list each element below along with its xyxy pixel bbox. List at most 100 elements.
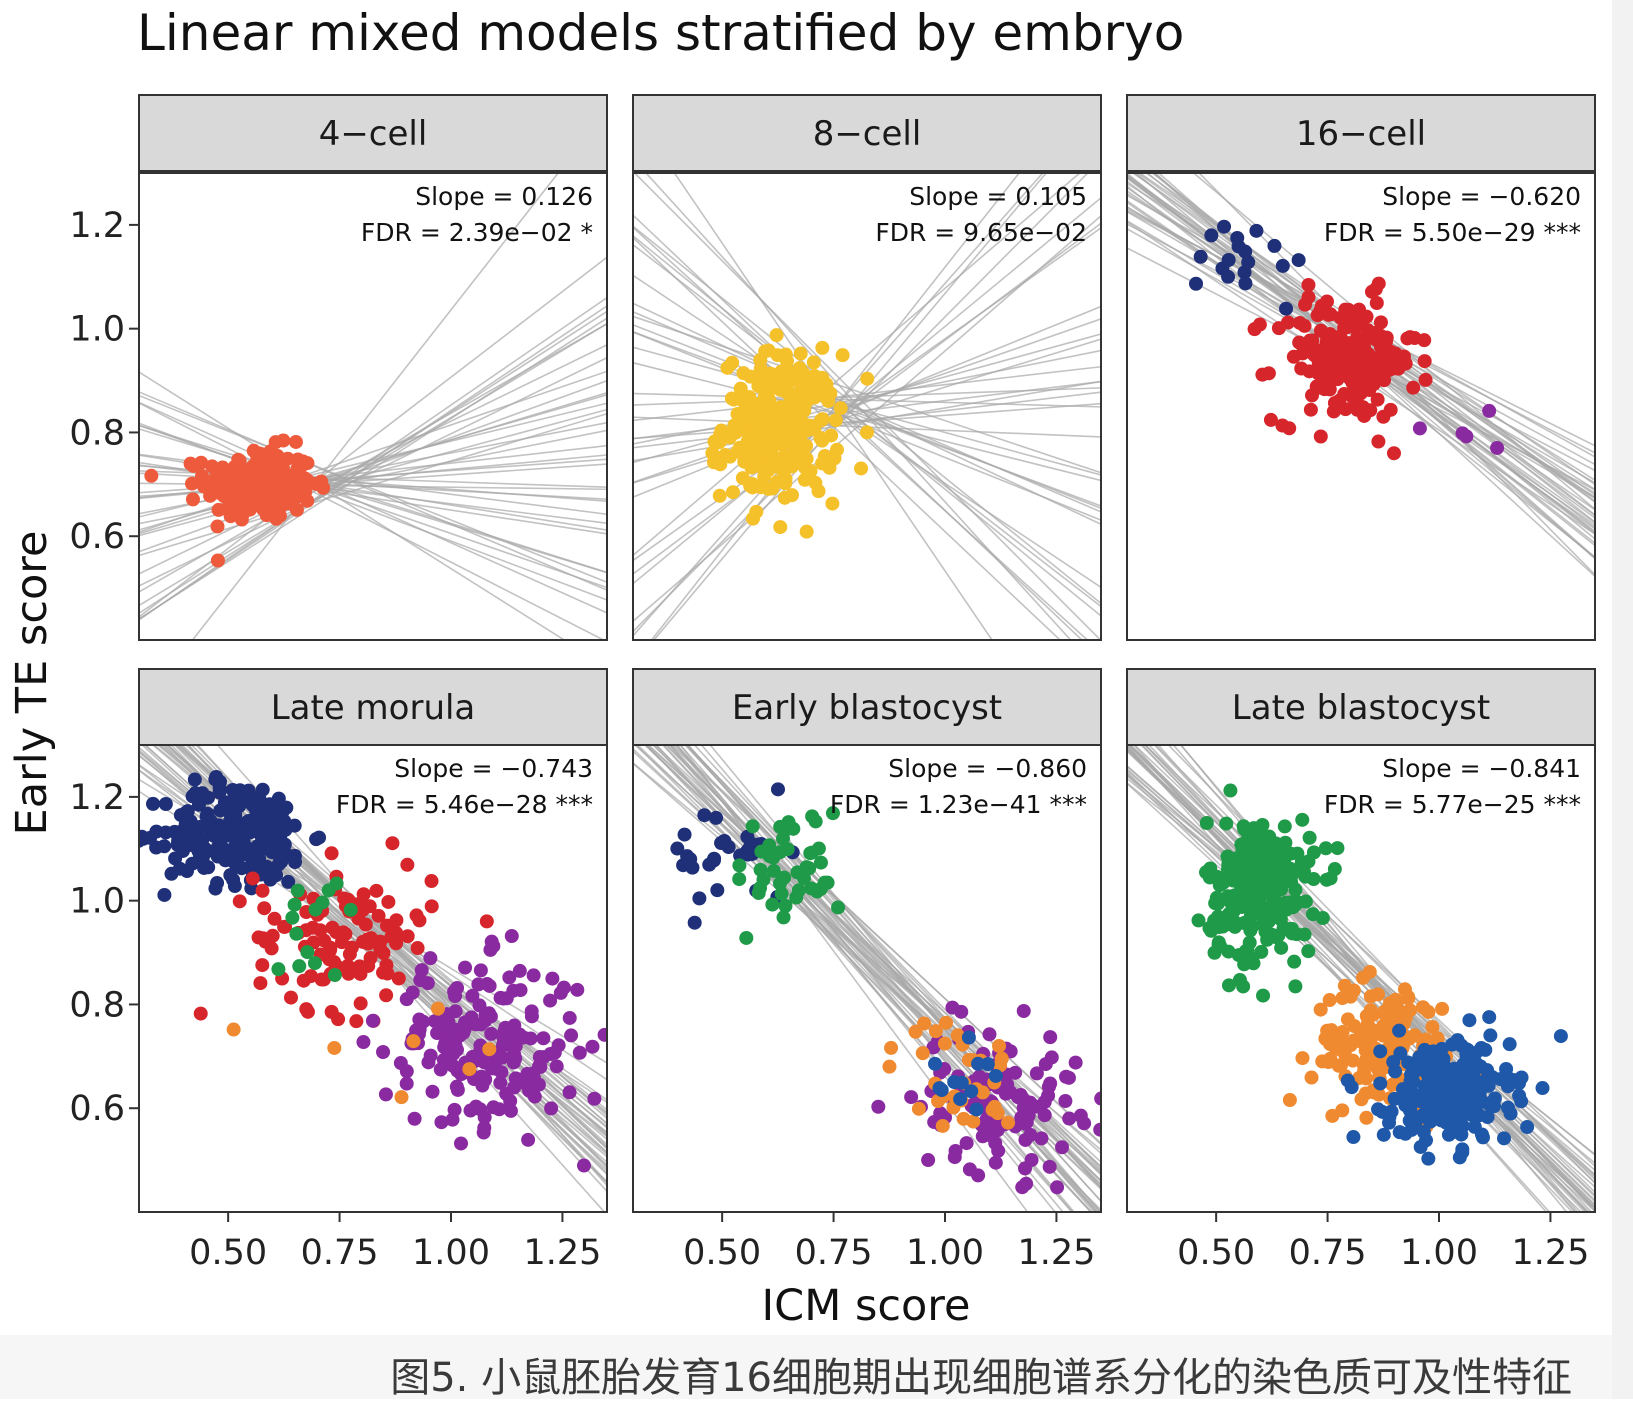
data-point [1241, 865, 1256, 880]
data-point [236, 835, 251, 850]
data-point [793, 346, 808, 361]
data-point [1043, 1076, 1058, 1091]
data-point [971, 1056, 986, 1071]
data-point [1512, 1076, 1527, 1091]
data-point [1209, 869, 1224, 884]
fit-line [633, 197, 1101, 585]
data-point [796, 366, 811, 381]
slope-annotation: Slope = −0.841 [1382, 754, 1581, 783]
data-point [234, 505, 249, 520]
data-point [753, 379, 768, 394]
data-point [1221, 978, 1236, 993]
data-point [562, 1085, 577, 1100]
data-point [119, 820, 133, 834]
data-point [683, 852, 698, 867]
data-point [1215, 919, 1230, 934]
data-point [758, 344, 773, 359]
data-point [300, 1004, 315, 1019]
data-point [808, 814, 823, 829]
data-point [1345, 337, 1360, 352]
data-point [420, 976, 435, 991]
data-point [531, 1077, 546, 1092]
data-point [476, 1074, 491, 1089]
data-point [1292, 315, 1307, 330]
data-point [272, 477, 287, 492]
data-point [512, 963, 527, 978]
data-point [1483, 1028, 1498, 1043]
data-point [424, 899, 439, 914]
data-point [753, 396, 768, 411]
data-point [1346, 1130, 1361, 1145]
data-point [271, 962, 286, 977]
data-point [835, 348, 850, 363]
data-point [860, 371, 875, 386]
data-point [825, 496, 840, 511]
data-point [209, 769, 224, 784]
data-point [503, 1030, 518, 1045]
data-point [939, 1015, 954, 1030]
data-point [1260, 927, 1275, 942]
fit-line [139, 371, 566, 640]
data-point [815, 433, 830, 448]
data-point [1055, 1140, 1070, 1155]
data-point [185, 492, 200, 507]
fit-line [672, 745, 1101, 1145]
data-point [764, 444, 779, 459]
data-point [1302, 830, 1317, 845]
data-point [1421, 1151, 1436, 1166]
data-point [389, 913, 404, 928]
data-point [1386, 446, 1401, 461]
data-point [292, 959, 307, 974]
fdr-annotation: FDR = 2.39e−02 * [361, 218, 593, 247]
facet-label: 4−cell [319, 114, 428, 154]
data-point [945, 1000, 960, 1015]
data-point [921, 1153, 936, 1168]
data-point [210, 875, 225, 890]
data-point [473, 963, 488, 978]
data-point [908, 1024, 923, 1039]
data-point [1359, 309, 1374, 324]
data-point [733, 381, 748, 396]
data-point [477, 1120, 492, 1135]
data-point [349, 1014, 364, 1029]
data-point [1241, 829, 1256, 844]
data-point [488, 1061, 503, 1076]
fit-line [633, 173, 1081, 556]
data-point [1322, 993, 1337, 1008]
data-point [773, 845, 788, 860]
data-point [1502, 1037, 1517, 1052]
plot-frame [632, 744, 1102, 1213]
data-point [1189, 276, 1204, 291]
data-point [1283, 868, 1298, 883]
x-tick-label: 0.50 [683, 1233, 761, 1273]
data-point [782, 422, 797, 437]
fdr-annotation: FDR = 5.50e−29 *** [1324, 218, 1581, 247]
data-point [1094, 1091, 1101, 1106]
panel-2: 16−cell Slope = −0.620 FDR = 5.50e−29 *** [1126, 94, 1596, 641]
data-point [1199, 815, 1214, 830]
fit-line [633, 346, 1101, 476]
data-point [740, 829, 755, 844]
fit-line [633, 173, 1089, 633]
data-point [745, 477, 760, 492]
data-point [1345, 1053, 1360, 1068]
data-point [1223, 783, 1238, 798]
data-point [424, 874, 439, 889]
data-point [1291, 253, 1306, 268]
data-point [1447, 1061, 1462, 1076]
data-point [854, 461, 869, 476]
data-point [1500, 1069, 1515, 1084]
data-point [232, 894, 247, 909]
data-point [255, 958, 270, 973]
data-point [720, 360, 735, 375]
data-point [252, 467, 267, 482]
data-point [1373, 1076, 1388, 1091]
x-tick-label: 0.50 [1177, 1233, 1255, 1273]
data-point [1266, 843, 1281, 858]
data-point [251, 446, 266, 461]
data-point [436, 1052, 451, 1067]
data-point [146, 796, 161, 811]
data-point [1412, 421, 1427, 436]
data-point [1314, 375, 1329, 390]
data-point [465, 1049, 480, 1064]
